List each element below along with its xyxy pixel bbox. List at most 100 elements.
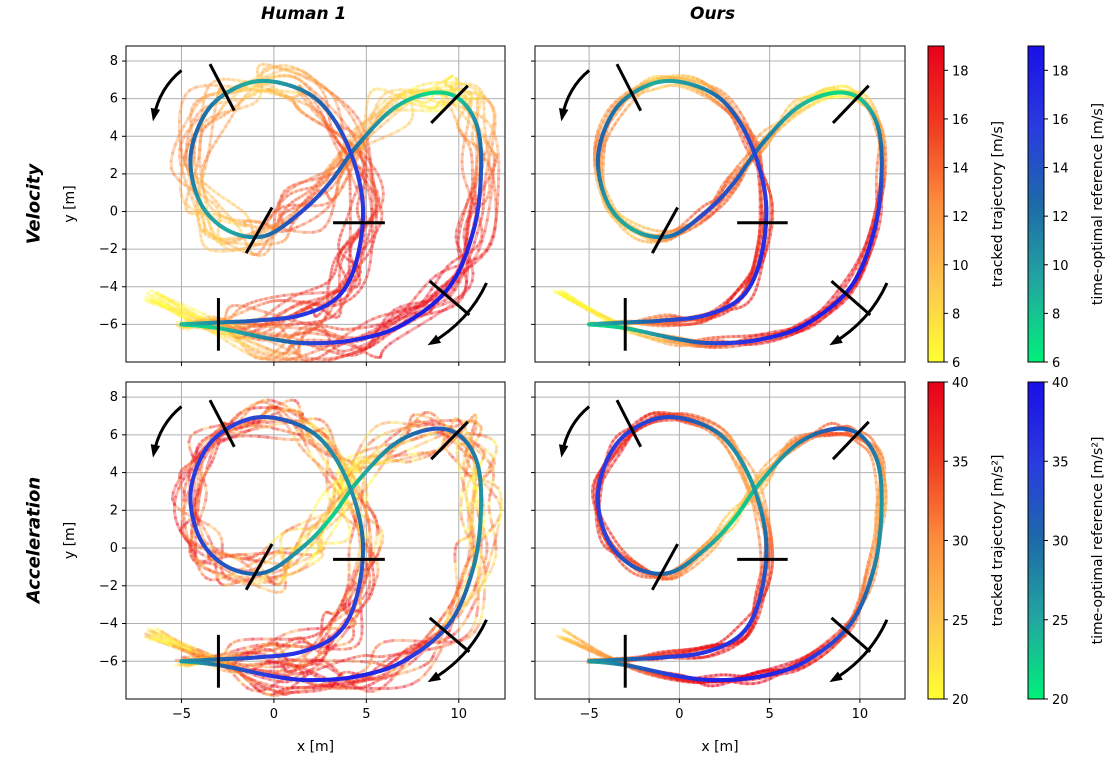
tracked-trajectory-segment — [431, 291, 437, 298]
tracked-trajectory-segment — [357, 270, 363, 278]
tracked-trajectory-segment — [346, 168, 351, 176]
tracked-trajectory-segment — [268, 356, 278, 361]
tracked-trajectory-segment — [697, 80, 705, 86]
tracked-trajectory-segment — [774, 335, 783, 340]
tracked-trajectory-segment — [403, 302, 412, 311]
plot-area — [553, 63, 889, 351]
tracked-trajectory-segment — [226, 213, 232, 220]
tracked-trajectory-segment — [300, 331, 306, 339]
tracked-trajectory-segment — [198, 134, 203, 144]
tracked-trajectory-segment — [368, 343, 376, 349]
tracked-trajectory-segment — [198, 96, 205, 103]
tracked-trajectory-segment — [714, 86, 723, 93]
direction-arrow-head — [150, 107, 161, 122]
tracked-trajectory-segment — [402, 91, 412, 96]
tracked-trajectory-segment — [660, 75, 670, 80]
tracked-trajectory-segment — [706, 83, 714, 88]
tracked-trajectory-segment — [464, 137, 472, 144]
tracked-trajectory-segment — [800, 326, 811, 333]
tracked-trajectory-segment — [711, 88, 718, 96]
tracked-trajectory-segment — [785, 333, 793, 338]
tracked-trajectory-segment — [772, 128, 781, 136]
tracked-trajectory-segment — [317, 328, 330, 334]
tracked-trajectory-segment — [692, 86, 700, 92]
tracked-trajectory-segment — [668, 342, 678, 347]
tracked-trajectory-segment — [372, 124, 383, 134]
tracked-trajectory-segment — [267, 322, 274, 327]
tracked-trajectory-segment — [724, 97, 732, 105]
tracked-trajectory-segment — [327, 288, 337, 296]
tracked-trajectory-segment — [207, 235, 216, 241]
tracked-trajectory-segment — [700, 343, 708, 348]
tracked-trajectory-segment — [462, 175, 469, 188]
tracked-trajectory-segment — [334, 130, 345, 141]
tracked-trajectory-segment — [304, 94, 313, 105]
tracked-trajectory-segment — [767, 330, 777, 335]
tracked-trajectory-segment — [257, 301, 266, 307]
tracked-trajectory-segment — [237, 79, 246, 83]
tracked-trajectory-segment — [627, 98, 636, 107]
tracked-trajectory-segment — [236, 338, 246, 347]
tracked-trajectory-segment — [373, 230, 378, 239]
tracked-trajectory-segment — [473, 91, 481, 95]
tracked-trajectory-segment — [331, 193, 338, 204]
tracked-trajectory-segment — [281, 213, 292, 222]
tracked-trajectory-segment — [386, 98, 395, 105]
tracked-trajectory-segment — [254, 82, 266, 88]
tracked-trajectory-segment — [455, 118, 460, 126]
tracked-trajectory-segment — [877, 120, 883, 128]
tracked-trajectory-segment — [373, 167, 380, 177]
tracked-trajectory-segment — [325, 290, 340, 300]
tracked-trajectory-segment — [252, 323, 262, 328]
tracked-trajectory-segment — [278, 351, 286, 356]
tracked-trajectory-segment — [329, 134, 337, 145]
tracked-trajectory-segment — [828, 305, 837, 313]
tracked-trajectory-segment — [195, 156, 201, 168]
tracked-trajectory-segment — [193, 162, 197, 172]
tracked-trajectory-segment — [705, 200, 713, 206]
tracked-trajectory-segment — [353, 132, 360, 139]
tracked-trajectory-segment — [304, 355, 314, 361]
tracked-trajectory-segment — [169, 308, 183, 315]
tracked-trajectory-segment — [408, 306, 417, 311]
tracked-trajectory-segment — [744, 145, 751, 155]
tracked-trajectory-segment — [326, 198, 335, 205]
tracked-trajectory-segment — [595, 178, 601, 189]
tracked-trajectory-segment — [342, 254, 350, 261]
tracked-trajectory-segment — [228, 216, 235, 222]
tracked-trajectory-segment — [464, 280, 468, 290]
tracked-trajectory-segment — [660, 76, 669, 80]
tracked-trajectory-segment — [697, 81, 706, 87]
tracked-trajectory-segment — [682, 342, 690, 347]
tracked-trajectory-segment — [246, 223, 257, 229]
tracked-trajectory-segment — [561, 295, 570, 301]
tracked-trajectory-segment — [749, 132, 756, 142]
tracked-trajectory-segment — [669, 228, 677, 234]
tracked-trajectory-segment — [396, 309, 406, 314]
tracked-trajectory-segment — [233, 335, 242, 340]
tracked-trajectory-segment — [158, 301, 168, 308]
tracked-trajectory-segment — [224, 311, 228, 317]
tracked-trajectory-segment — [335, 354, 345, 360]
tracked-trajectory-segment — [339, 170, 344, 179]
tracked-trajectory-segment — [388, 337, 400, 345]
tracked-trajectory-segment — [470, 199, 475, 205]
tracked-trajectory-segment — [369, 111, 375, 124]
tracked-trajectory-segment — [492, 151, 498, 157]
tracked-trajectory-segment — [629, 220, 638, 226]
tracked-trajectory-segment — [285, 357, 295, 362]
tracked-trajectory-segment — [205, 196, 215, 205]
tracked-trajectory-segment — [211, 91, 219, 96]
tracked-trajectory-segment — [293, 102, 297, 107]
tracked-trajectory-segment — [712, 89, 720, 97]
tracked-trajectory-segment — [756, 150, 762, 161]
tracked-trajectory-segment — [457, 129, 463, 136]
tracked-trajectory-segment — [297, 194, 304, 200]
tracked-trajectory-segment — [242, 341, 250, 348]
tracked-trajectory-segment — [153, 298, 164, 306]
tracked-trajectory-segment — [264, 353, 274, 360]
tracked-trajectory-segment — [408, 89, 413, 97]
tracked-trajectory-segment — [379, 179, 385, 189]
tracked-trajectory-segment — [173, 133, 181, 146]
tracked-trajectory-segment — [176, 304, 190, 315]
